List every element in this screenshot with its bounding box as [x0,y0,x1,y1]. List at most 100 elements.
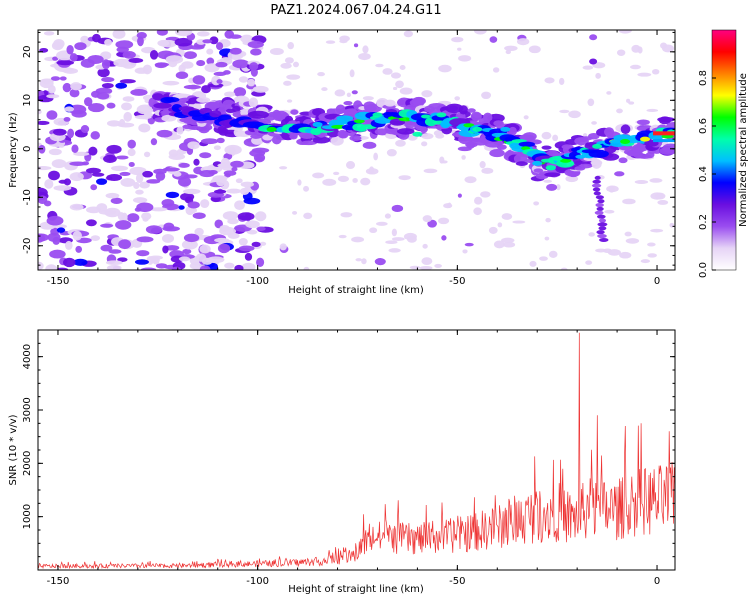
spectral-blob [126,213,140,223]
spectral-blob [351,90,358,95]
snr-x-axis-label: Height of straight line (km) [288,584,424,595]
spectral-blob [154,62,168,69]
spectral-blob [127,139,136,149]
spectral-blob [73,258,88,266]
spectral-blob [562,145,573,154]
spectral-blob [544,172,561,177]
spectral-blob [409,265,421,270]
spectral-peak-band [653,131,675,136]
spectral-blob [123,111,132,122]
spectrogram-x-axis-label: Height of straight line (km) [288,285,424,296]
spectral-blob [46,94,60,99]
spectral-blob [595,195,604,200]
spectral-blob [121,102,133,111]
spectral-blob [117,212,125,221]
spectral-blob [580,163,593,169]
spectral-blob [312,136,331,144]
spectral-blob [587,98,595,107]
spectral-blob [43,200,52,207]
spectral-blob [255,156,264,162]
spectral-blob [52,236,60,245]
spectral-blob [135,189,144,195]
spectral-blob [239,187,250,195]
spectral-blob [238,76,249,83]
spectral-blob [501,237,515,244]
spectral-blob [548,250,558,258]
spectral-blob [52,128,67,136]
spectral-blob [532,160,543,166]
snr-series-line [37,332,676,570]
snr-axes: -150 -100 -50 0 1000 2000 3000 4000 [22,329,675,587]
spectral-blob [397,128,415,135]
spectral-blob [63,257,76,268]
spectral-blob [156,30,168,36]
spectral-blob [220,157,230,168]
spectral-blob [139,181,150,189]
spectral-blob [545,165,556,171]
spectral-blob [136,236,154,243]
colorbar-tick-label: 0.2 [698,214,709,230]
spectral-blob [178,256,191,262]
spectral-blob [353,43,359,48]
spectral-blob [64,106,75,112]
spectral-blob [162,167,180,172]
spectral-blob [346,92,351,98]
spectral-blob [266,126,277,132]
spectral-blob [216,137,225,144]
spectral-blob [559,158,572,163]
spectral-blob [647,253,657,258]
spectrogram-heatmap [38,30,675,270]
spectral-blob [199,265,211,270]
spectral-blob [488,226,498,234]
x-tick-label: -100 [246,276,269,287]
spectral-blob [529,260,537,267]
spectral-blob [620,124,631,135]
spectral-blob [474,196,483,205]
spectral-blob [412,97,425,107]
spectral-blob [56,227,66,233]
spectral-blob [312,122,323,128]
spectral-blob [286,74,301,80]
spectral-blob [358,53,371,61]
spectral-blob [337,129,348,139]
spectral-blob [85,167,102,174]
spectral-blob [421,141,428,147]
spectral-blob [217,125,227,133]
spectral-blob [392,86,398,91]
spectral-blob [69,88,80,98]
spectral-blob [181,61,194,69]
spectral-blob [178,205,185,210]
spectral-blob [422,243,428,249]
snr-panel: -150 -100 -50 0 1000 2000 3000 4000 Height of s… [8,329,676,595]
spectral-blob [458,55,472,62]
spectral-blob [528,45,541,54]
spectral-blob [245,220,260,229]
spectral-blob [38,166,52,171]
spectral-blob [122,96,135,102]
spectral-blob [38,109,42,115]
spectral-blob [622,198,636,205]
spectral-blob [202,39,213,44]
spectral-blob [598,218,607,223]
spectral-blob [412,131,423,137]
spectral-blob [419,265,433,270]
colorbar-tick-label: 0.0 [698,262,709,278]
spectral-blob [422,215,432,223]
spectral-blob [69,172,84,182]
spectral-blob [132,197,148,204]
spectral-blob [175,71,189,80]
spectral-blob [183,233,200,243]
spectral-blob [134,259,149,265]
y-tick-label: 1000 [22,504,33,529]
spectral-blob [421,90,433,98]
spectral-blob [234,200,245,210]
spectral-blob [143,151,151,158]
spectral-blob [597,234,607,239]
spectral-blob [386,149,397,157]
x-tick-label: 0 [654,276,660,287]
spectral-blob [574,137,589,146]
spectral-blob [229,47,242,55]
spectrogram-frame [37,29,676,271]
spectral-blob [214,219,223,229]
spectral-blob [330,136,344,146]
